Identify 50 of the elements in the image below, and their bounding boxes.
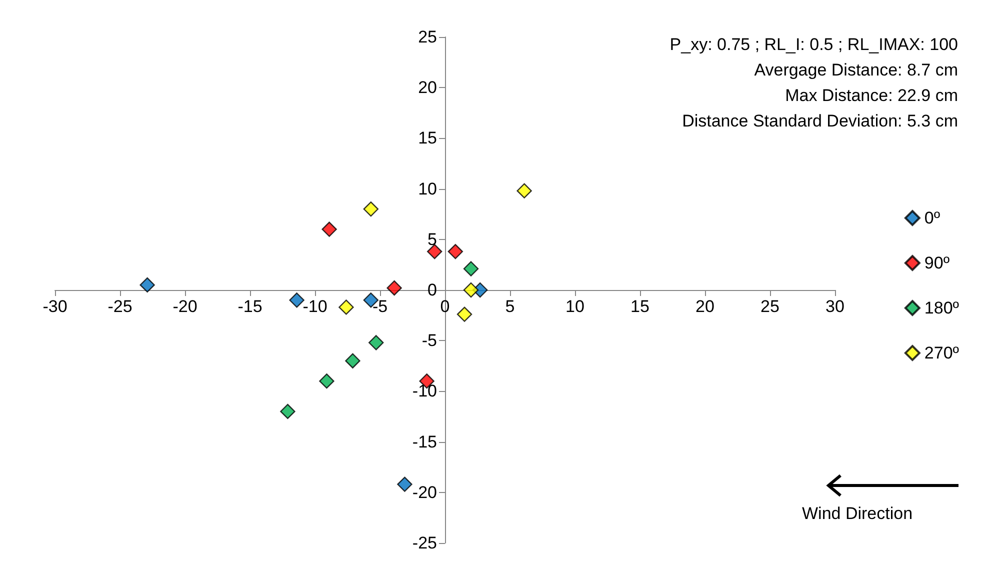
annotation: Wind Direction [802,504,913,523]
y-tick-label: -5 [422,331,437,350]
x-tick-label: -30 [42,297,68,316]
point [397,476,412,492]
y-tick-label: 15 [418,128,437,148]
point [463,261,479,276]
legend-label: 0º [924,208,940,228]
annotation: Max Distance: 22.9 cm [785,86,958,105]
annotation: Avergage Distance: 8.7 cm [754,60,958,80]
annotation: Distance Standard Deviation: 5.3 cm [682,112,958,130]
point [427,244,442,260]
point [448,244,463,260]
x-tick-label: 0 [440,297,450,316]
x-tick-label: 15 [630,297,650,316]
legend-label: 270º [924,344,960,362]
point [456,306,472,322]
x-tick-label: -10 [302,297,328,316]
y-tick-label: 20 [418,78,437,98]
y-tick-label: 10 [418,179,437,198]
legend-label: 180º [924,298,960,318]
point [363,201,378,217]
legend-label: 90º [924,254,950,272]
point [280,404,296,420]
point [386,280,402,296]
point [140,277,155,293]
y-tick-label: -20 [412,482,437,502]
point [322,222,337,237]
point [289,292,304,308]
point [345,353,360,368]
y-tick-label: -15 [412,432,437,452]
x-tick-label: 25 [760,297,780,316]
x-tick-label: -5 [372,297,388,316]
y-tick-label: -10 [412,382,437,401]
point [368,335,384,350]
point [319,373,334,389]
point [463,282,479,298]
point [516,183,532,198]
x-tick-label: -25 [108,297,132,316]
annotation: P_xy: 0.75 ; RL_I: 0.5 ; RL_IMAX: 100 [670,35,958,54]
x-tick-label: 30 [826,297,844,316]
y-tick-label: 0 [428,280,437,300]
y-tick-label: -25 [412,534,437,552]
x-tick-label: -15 [238,297,262,316]
x-tick-label: 5 [505,297,515,316]
x-tick-label: 10 [566,297,584,316]
x-tick-label: -20 [172,297,198,316]
point [338,300,354,315]
y-tick-label: 5 [428,230,437,249]
x-tick-label: 20 [696,297,714,316]
y-tick-label: 25 [418,28,437,46]
